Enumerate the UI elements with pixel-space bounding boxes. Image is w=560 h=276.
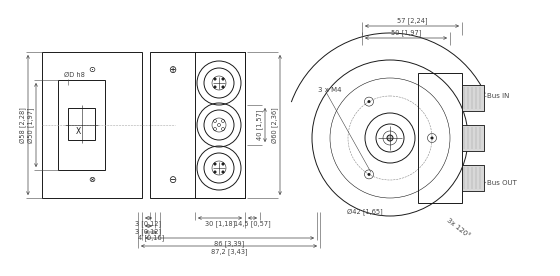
Circle shape <box>387 135 393 141</box>
Bar <box>462 165 484 191</box>
Circle shape <box>368 100 370 103</box>
Text: ⊕: ⊕ <box>168 65 176 75</box>
Circle shape <box>222 163 224 165</box>
Circle shape <box>222 171 224 173</box>
Text: 57 [2,24]: 57 [2,24] <box>396 17 427 24</box>
Text: Ø58 [2,28]: Ø58 [2,28] <box>19 107 26 143</box>
Bar <box>58 80 105 170</box>
Circle shape <box>222 86 224 88</box>
Text: ⊗: ⊗ <box>88 176 96 184</box>
Text: 4 [0,16]: 4 [0,16] <box>138 234 164 241</box>
Text: 3 [0,12]: 3 [0,12] <box>136 220 162 227</box>
Bar <box>418 73 462 203</box>
Circle shape <box>214 163 216 165</box>
Text: 3 [0,12]: 3 [0,12] <box>136 228 162 235</box>
Text: 14,5 [0,57]: 14,5 [0,57] <box>234 220 271 227</box>
Text: Ø42 [1,65]: Ø42 [1,65] <box>347 208 383 215</box>
Text: ⊖: ⊖ <box>168 175 176 185</box>
Text: ⊙: ⊙ <box>88 65 96 75</box>
Text: 40 [1,57]: 40 [1,57] <box>256 110 263 140</box>
Bar <box>42 52 142 198</box>
Text: 50 [1,97]: 50 [1,97] <box>391 29 421 36</box>
Bar <box>462 125 484 151</box>
Circle shape <box>214 171 216 173</box>
Circle shape <box>222 78 224 80</box>
Text: Bus OUT: Bus OUT <box>487 180 517 186</box>
Text: 3 x M4: 3 x M4 <box>318 87 342 93</box>
Bar <box>68 108 95 140</box>
Bar <box>150 52 245 198</box>
Text: 3x 120°: 3x 120° <box>445 217 470 239</box>
Bar <box>462 85 484 111</box>
Text: ØD h8: ØD h8 <box>64 72 85 78</box>
Circle shape <box>431 137 433 139</box>
Text: 30 [1,18]: 30 [1,18] <box>205 220 235 227</box>
Text: 86 [3,39]: 86 [3,39] <box>214 240 245 247</box>
Text: Ø50 [1,97]: Ø50 [1,97] <box>27 107 34 143</box>
Bar <box>462 85 484 111</box>
Bar <box>462 165 484 191</box>
Text: Ø60 [2,36]: Ø60 [2,36] <box>271 107 278 143</box>
Circle shape <box>214 78 216 80</box>
Text: X: X <box>76 128 81 137</box>
Bar <box>462 125 484 151</box>
Circle shape <box>214 86 216 88</box>
Circle shape <box>368 173 370 176</box>
Text: 87,2 [3,43]: 87,2 [3,43] <box>211 248 248 255</box>
Bar <box>195 52 245 198</box>
Text: Bus IN: Bus IN <box>487 93 510 99</box>
